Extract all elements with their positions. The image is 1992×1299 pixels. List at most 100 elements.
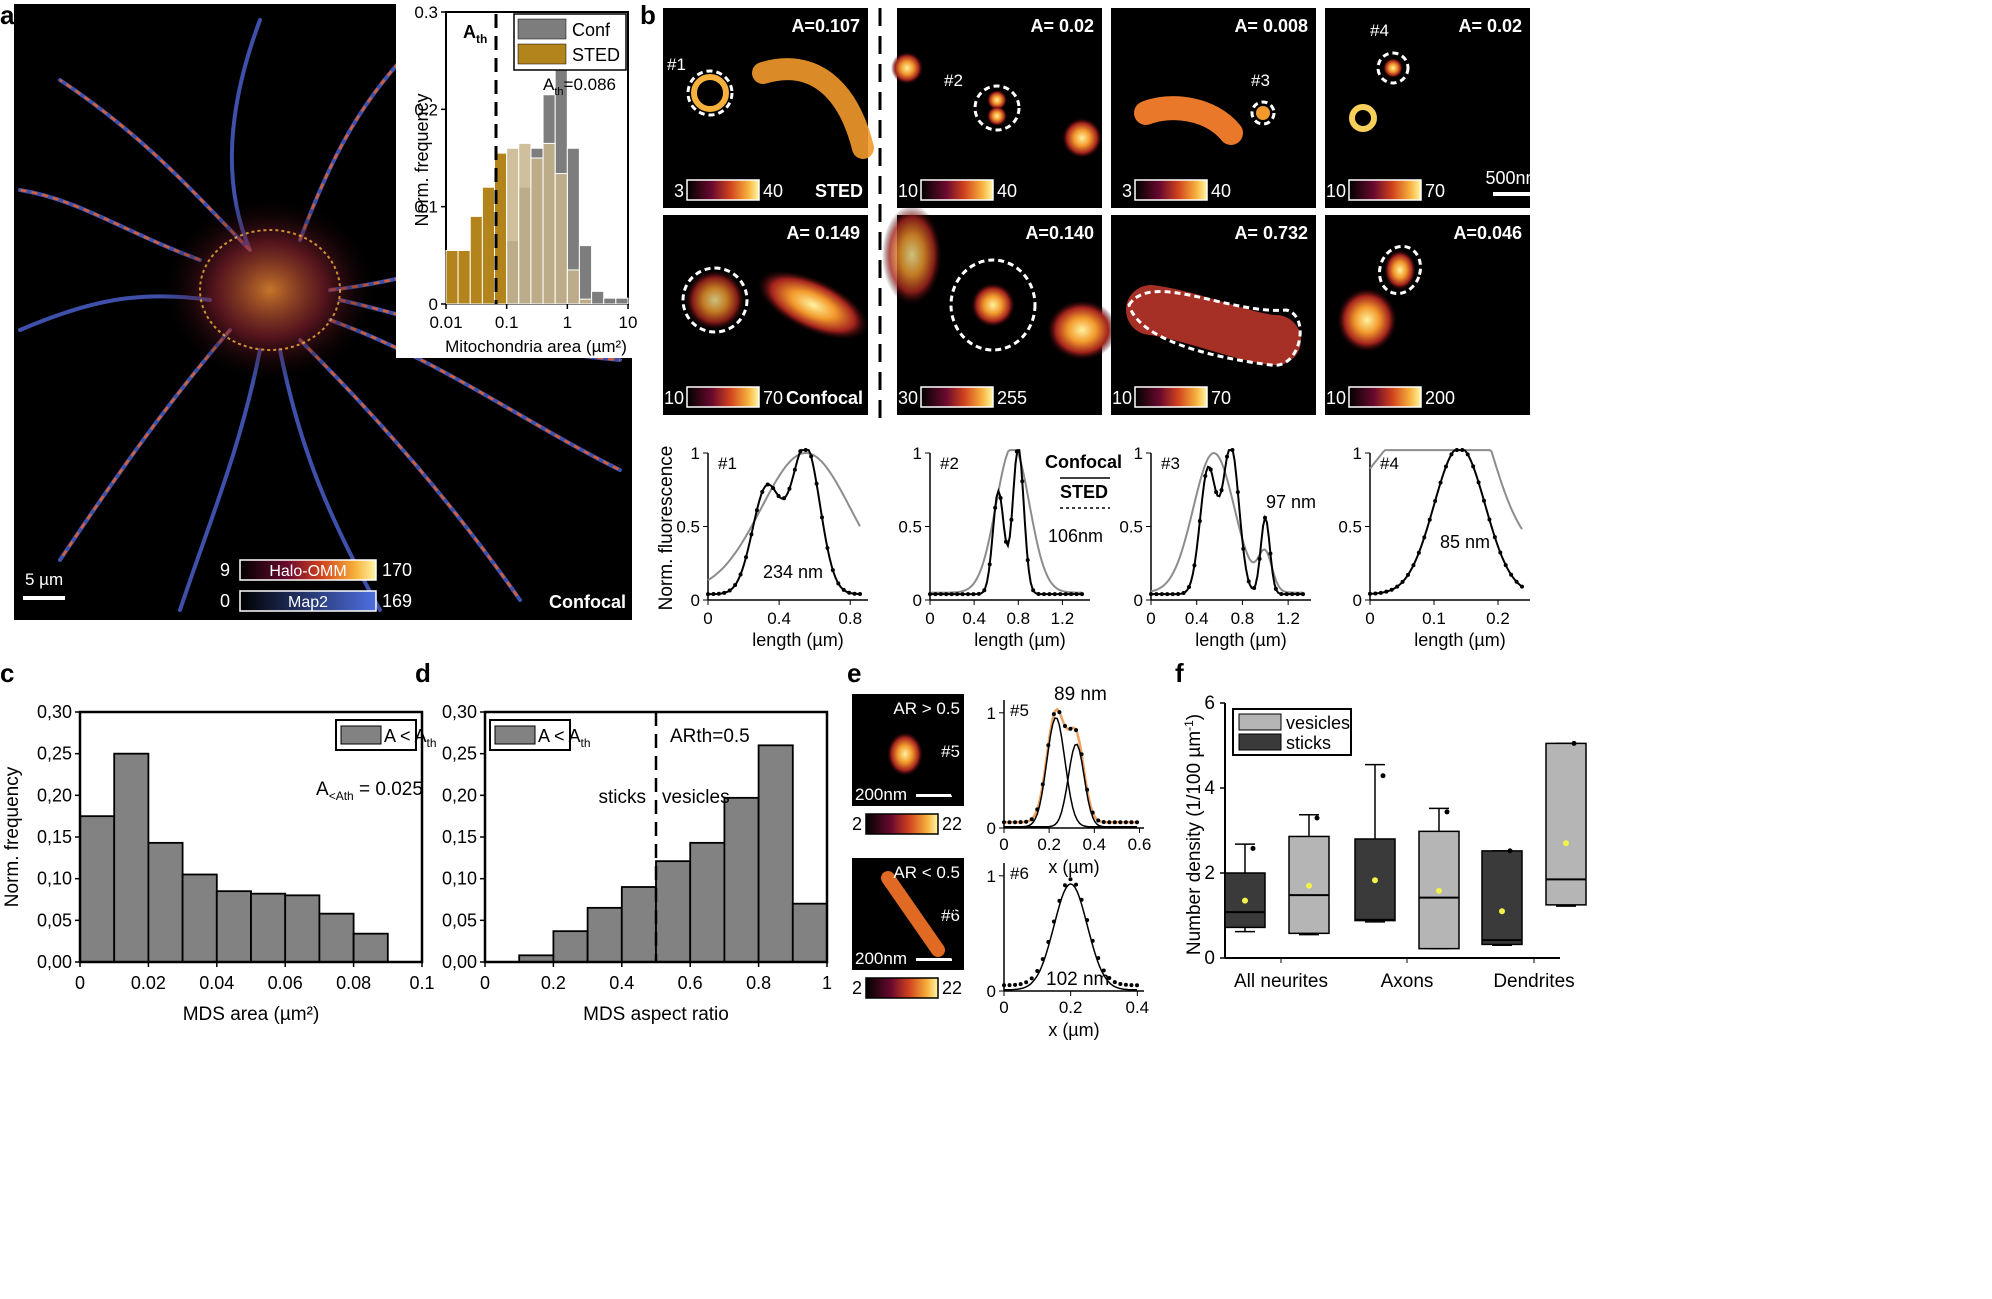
panel-label-e: e	[847, 658, 861, 688]
tile-roi-label: #4	[1370, 21, 1389, 40]
confocal-tile: A=0.140 30 255	[882, 205, 1117, 415]
profile-plot: 0 0.5 1 0 0.4 0.8 1.2 length (µm) #2 106nm	[898, 444, 1103, 650]
profile-xlabel: length (µm)	[1414, 630, 1505, 650]
e-xtick-label: 0.2	[1037, 835, 1061, 854]
e-xtick-label: 0.6	[1128, 835, 1152, 854]
profiles-ylabel: Norm. fluorescence	[656, 446, 677, 611]
profile-plot: 0 0.5 1 0 0.1 0.2 length (µm) #4 85 nm	[1338, 444, 1530, 650]
ytick-label: 0,25	[37, 744, 72, 764]
histogram-bar	[552, 930, 589, 963]
histogram-bar	[147, 841, 184, 963]
tile-colorbar-min: 10	[1326, 181, 1346, 201]
tile-area-label: A=0.046	[1453, 223, 1522, 243]
tile-colorbar-max: 40	[1211, 181, 1231, 201]
panel-a-scale-label: 5 µm	[25, 570, 63, 589]
map2-colorbar-max: 169	[382, 591, 412, 611]
profile-xtick-label: 0.2	[1486, 609, 1510, 628]
ytick-label: 0,20	[442, 785, 477, 805]
f-ytick-label: 6	[1204, 693, 1215, 714]
histogram-bar	[757, 744, 794, 963]
xtick-label: 0.04	[199, 973, 234, 993]
profile-xtick-label: 1.2	[1051, 609, 1075, 628]
panel-label-f: f	[1175, 658, 1184, 688]
mean-marker	[1242, 897, 1248, 904]
mean-marker	[1306, 882, 1312, 889]
map2-colorbar-min: 0	[220, 591, 230, 611]
e-width-annotation: 102 nm	[1046, 969, 1109, 990]
inset-xtick-label: 0.1	[495, 313, 519, 332]
profile-xlabel: length (µm)	[752, 630, 843, 650]
box-vesicles	[1545, 740, 1587, 907]
ytick-label: 0,10	[442, 869, 477, 889]
f-category-label: Axons	[1381, 971, 1434, 992]
e-ytick-label: 1	[987, 704, 996, 723]
e-roi-label: #6	[941, 906, 960, 925]
inset-xlabel: Mitochondria area (µm²)	[445, 337, 627, 356]
histogram-bar	[586, 906, 623, 963]
tile-roi-label: #1	[667, 55, 686, 74]
profile-ytick-label: 0	[1353, 591, 1362, 610]
profile-xtick-label: 0.8	[838, 609, 862, 628]
histogram-bar	[655, 860, 692, 963]
profile-ytick-label: 0	[1134, 591, 1143, 610]
histogram-bar	[318, 912, 355, 963]
f-ytick-label: 0	[1204, 948, 1215, 969]
histogram-bar	[113, 752, 150, 963]
tile-colorbar-max: 70	[763, 388, 783, 408]
e-roi-label: #5	[941, 742, 960, 761]
profile-ytick-label: 1	[1134, 444, 1143, 463]
e-profile: 0 1 0 0.2 0.4 x (µm) Norm. fluo #6 102 nm	[948, 863, 1149, 1040]
e-profile: 0 1 0 0.2 0.4 0.6 x (µm) Norm. fluo #5 89 nm	[948, 684, 1151, 877]
mean-marker	[1499, 908, 1505, 915]
inset-ytick-label: 0.3	[414, 3, 438, 22]
xtick-label: 0	[480, 973, 490, 993]
e-xtick-label: 0	[999, 835, 1008, 854]
omm-colorbar-label: Halo-OMM	[269, 563, 346, 580]
histogram-bar	[791, 902, 828, 963]
e-ytick-label: 1	[987, 867, 996, 886]
profile-xtick-label: 0.1	[1422, 609, 1446, 628]
f-legend-vesicles: vesicles	[1286, 713, 1350, 733]
inset-sted-bar	[506, 147, 520, 305]
histogram-bar	[181, 873, 218, 963]
tile-colorbar-min: 3	[674, 181, 684, 201]
e-xtick-label: 0.4	[1126, 998, 1150, 1017]
sted-tile: #1 A=0.107 3 40 STED	[663, 8, 874, 208]
inset-sted-bar	[554, 173, 568, 305]
tile-colorbar-max: 40	[997, 181, 1017, 201]
e-colorbar-max: 22	[942, 814, 962, 834]
profile-ytick-label: 1	[913, 444, 922, 463]
inset-sted-bar	[542, 142, 556, 305]
tile-colorbar-min: 30	[898, 388, 918, 408]
confocal-profile-line	[1369, 449, 1523, 530]
e-ylabel: Norm. fluo	[948, 885, 968, 968]
inset-conf-bar	[615, 297, 629, 305]
e-width-annotation: 89 nm	[1054, 684, 1107, 705]
inset-ylabel: Norm. frequency	[412, 93, 432, 226]
inset-sted-bar	[518, 142, 532, 305]
histogram-bar	[250, 892, 287, 963]
e-xlabel: x (µm)	[1048, 857, 1099, 877]
inset-xtick-label: 10	[619, 313, 638, 332]
e-scale-label: 200nm	[855, 785, 907, 804]
panel-label-d: d	[415, 658, 431, 688]
profile-xtick-label: 0.4	[767, 609, 791, 628]
f-category-label: Dendrites	[1493, 971, 1574, 992]
confocal-profile-line	[707, 452, 861, 582]
ytick-label: 0,20	[37, 785, 72, 805]
sted-row: #1 A=0.107 3 40 STED #2 A= 0.02 10 40 #3 A= 0.008 3…	[663, 8, 1541, 208]
panel-label-c: c	[0, 658, 14, 688]
ytick-label: 0,30	[442, 702, 477, 722]
inset-ath-label: Ath	[463, 22, 487, 46]
profile-legend-sted: STED	[1060, 482, 1108, 502]
profile-plot: 0 0.5 1 0 0.4 0.8 length (µm) #1 234 nm	[676, 444, 868, 650]
tile-area-label: A= 0.02	[1030, 16, 1094, 36]
profile-width-annotation: 85 nm	[1440, 532, 1490, 552]
ytick-label: 0,10	[37, 869, 72, 889]
tile-area-label: A= 0.008	[1234, 16, 1308, 36]
histogram-bar	[284, 894, 321, 963]
profile-ytick-label: 0.5	[898, 518, 922, 537]
box-vesicles	[1288, 814, 1330, 936]
